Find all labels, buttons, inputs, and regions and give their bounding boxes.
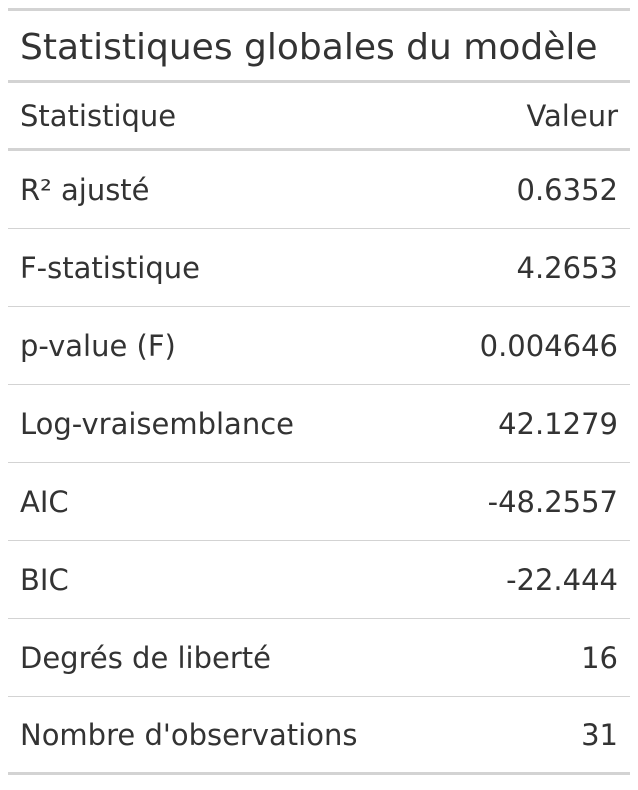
row-value: 4.2653 [516,250,618,285]
table-row: BIC -22.444 [8,541,630,619]
table-row: Log-vraisemblance 42.1279 [8,385,630,463]
table-row: R² ajusté 0.6352 [8,151,630,229]
row-value: 0.004646 [479,328,618,363]
row-label: Degrés de liberté [20,640,272,675]
row-value: 16 [581,640,618,675]
stats-table: Statistiques globales du modèle Statisti… [8,8,630,775]
row-label: F-statistique [20,250,200,285]
table-row: Degrés de liberté 16 [8,619,630,697]
table-row: F-statistique 4.2653 [8,229,630,307]
table-row: AIC -48.2557 [8,463,630,541]
table-title: Statistiques globales du modèle [8,8,630,80]
table-row: Nombre d'observations 31 [8,697,630,775]
row-value: 42.1279 [498,406,618,441]
row-label: R² ajusté [20,172,150,207]
table-header-row: Statistique Valeur [8,80,630,151]
row-label: AIC [20,484,69,519]
column-header-valeur: Valeur [526,98,618,133]
row-label: Log-vraisemblance [20,406,294,441]
row-value: -22.444 [506,562,618,597]
row-value: -48.2557 [487,484,618,519]
table-row: p-value (F) 0.004646 [8,307,630,385]
row-value: 31 [581,717,618,752]
row-label: BIC [20,562,69,597]
row-value: 0.6352 [516,172,618,207]
row-label: p-value (F) [20,328,176,363]
row-label: Nombre d'observations [20,717,358,752]
column-header-statistique: Statistique [20,98,177,133]
